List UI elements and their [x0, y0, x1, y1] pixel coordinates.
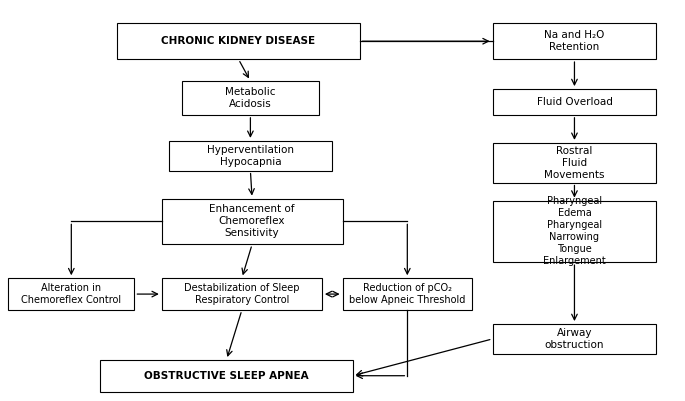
- Text: Na and H₂O
Retention: Na and H₂O Retention: [545, 30, 605, 52]
- FancyBboxPatch shape: [8, 278, 134, 310]
- Text: Metabolic
Acidosis: Metabolic Acidosis: [225, 87, 275, 109]
- FancyBboxPatch shape: [493, 200, 656, 262]
- FancyBboxPatch shape: [100, 360, 353, 392]
- FancyBboxPatch shape: [493, 89, 656, 115]
- FancyBboxPatch shape: [117, 23, 360, 59]
- FancyBboxPatch shape: [342, 278, 472, 310]
- FancyBboxPatch shape: [182, 81, 319, 115]
- FancyBboxPatch shape: [493, 324, 656, 354]
- FancyBboxPatch shape: [493, 143, 656, 182]
- Text: OBSTRUCTIVE SLEEP APNEA: OBSTRUCTIVE SLEEP APNEA: [145, 371, 309, 381]
- Text: Hyperventilation
Hypocapnia: Hyperventilation Hypocapnia: [207, 145, 294, 167]
- Text: CHRONIC KIDNEY DISEASE: CHRONIC KIDNEY DISEASE: [162, 36, 316, 46]
- Text: Destabilization of Sleep
Respiratory Control: Destabilization of Sleep Respiratory Con…: [184, 283, 299, 305]
- Text: Alteration in
Chemoreflex Control: Alteration in Chemoreflex Control: [21, 283, 121, 305]
- FancyBboxPatch shape: [162, 278, 322, 310]
- Text: Airway
obstruction: Airway obstruction: [545, 328, 604, 350]
- Text: Reduction of pCO₂
below Apneic Threshold: Reduction of pCO₂ below Apneic Threshold: [349, 283, 466, 305]
- Text: Fluid Overload: Fluid Overload: [536, 97, 612, 107]
- FancyBboxPatch shape: [162, 198, 342, 244]
- FancyBboxPatch shape: [493, 23, 656, 59]
- Text: Enhancement of
Chemoreflex
Sensitivity: Enhancement of Chemoreflex Sensitivity: [210, 205, 295, 239]
- Text: Pharyngeal
Edema
Pharyngeal
Narrowing
Tongue
Enlargement: Pharyngeal Edema Pharyngeal Narrowing To…: [543, 196, 606, 266]
- Text: Rostral
Fluid
Movements: Rostral Fluid Movements: [544, 146, 605, 180]
- FancyBboxPatch shape: [169, 141, 332, 171]
